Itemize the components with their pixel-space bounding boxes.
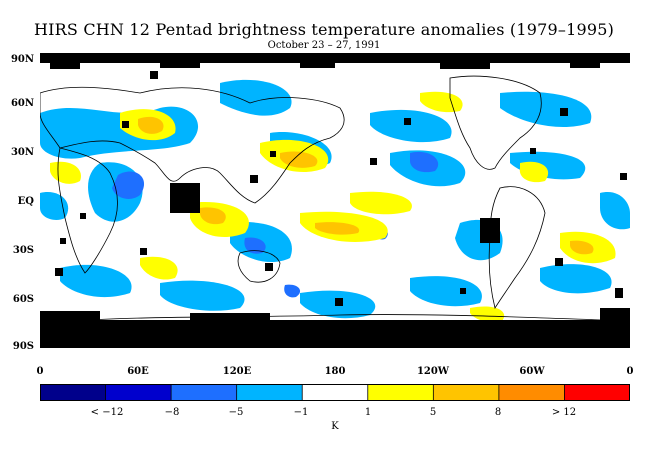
colorbar-label-6: 5 xyxy=(429,407,437,418)
lat-label-60s: 60S xyxy=(12,294,34,305)
colorbar-swatch-5 xyxy=(301,384,369,401)
colorbar-swatch-2 xyxy=(105,384,173,401)
colorbar-label-4: −1 xyxy=(293,407,309,418)
colorbar-label-7: 8 xyxy=(494,407,502,418)
continent-outlines xyxy=(40,75,630,324)
lon-label-0: 0 xyxy=(36,366,44,377)
colorbar-swatch-6 xyxy=(367,384,435,401)
lat-label-eq: EQ xyxy=(17,196,34,207)
colorbar-swatch-8 xyxy=(498,384,566,401)
lon-label-0-east: 0 xyxy=(626,366,634,377)
colorbar-frame xyxy=(40,384,630,401)
figure-title: HIRS CHN 12 Pentad brightness temperatur… xyxy=(33,20,615,39)
colorbar-swatch-7 xyxy=(432,384,500,401)
colorbar xyxy=(40,384,630,401)
colorbar-label-8: > 12 xyxy=(551,407,577,418)
lon-label-120w: 120W xyxy=(416,366,450,377)
colorbar-label-2: −8 xyxy=(164,407,180,418)
lat-label-60n: 60N xyxy=(10,98,34,109)
colorbar-swatch-9 xyxy=(564,384,630,401)
date-subtitle: October 23 – 27, 1991 xyxy=(267,40,381,51)
colorbar-swatch-1 xyxy=(40,384,107,401)
colorbar-label-3: −5 xyxy=(228,407,244,418)
lon-label-180: 180 xyxy=(324,366,346,377)
lon-label-120e: 120E xyxy=(222,366,252,377)
colorbar-label-1: < −12 xyxy=(90,407,124,418)
lon-label-60e: 60E xyxy=(127,366,149,377)
colorbar-unit: K xyxy=(331,421,339,432)
strong-positive-regions xyxy=(138,116,594,255)
lat-label-90s: 90S xyxy=(12,341,34,352)
lon-label-60w: 60W xyxy=(519,366,545,377)
colorbar-label-5: 1 xyxy=(364,407,372,418)
colorbar-swatch-4 xyxy=(236,384,304,401)
lat-label-30n: 30N xyxy=(10,147,34,158)
lat-label-90n: 90N xyxy=(10,54,34,65)
colorbar-swatch-3 xyxy=(170,384,238,401)
anomaly-map xyxy=(40,53,630,348)
missing-data xyxy=(40,53,630,348)
lat-label-30s: 30S xyxy=(12,245,34,256)
